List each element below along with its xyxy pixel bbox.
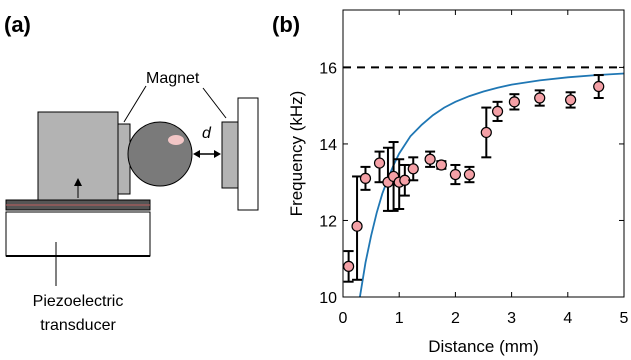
x-tick-label: 4: [563, 310, 572, 327]
distance-arrow-right-head: [214, 150, 221, 158]
fit-curve: [359, 72, 624, 297]
data-point: [534, 92, 546, 104]
data-point: [480, 126, 492, 139]
panel-a-label: (a): [4, 12, 31, 37]
data-point: [463, 168, 476, 181]
mount-arrow-head: [74, 178, 82, 186]
axes-frame: [342, 9, 625, 298]
magnetic-sphere: [127, 121, 193, 187]
data-point: [565, 94, 577, 106]
data-point: [373, 157, 386, 169]
data-point: [424, 153, 436, 165]
magnet-label: Magnet: [146, 70, 200, 87]
transducer-label-line1: Piezoelectric: [33, 293, 124, 310]
sphere-highlight: [168, 135, 184, 145]
x-tick-label: 2: [451, 310, 460, 327]
data-point: [449, 168, 461, 181]
distance-label: d: [202, 125, 212, 142]
right-support-plate: [237, 97, 259, 211]
x-tick-label: 1: [395, 310, 404, 327]
y-axis-label: Frequency (kHz): [287, 91, 306, 217]
right-magnet-block: [221, 121, 239, 189]
data-point: [407, 163, 419, 175]
data-point: [359, 172, 372, 184]
x-axis-label: Distance (mm): [428, 337, 539, 356]
x-tick-label: 5: [620, 310, 629, 327]
magnet-leader-left: [123, 85, 147, 123]
x-tick-label: 0: [339, 310, 348, 327]
y-tick-label: 16: [319, 60, 337, 77]
y-tick-label: 10: [319, 290, 337, 307]
data-point: [593, 80, 605, 93]
data-point: [435, 159, 447, 171]
y-tick-label: 12: [319, 213, 337, 230]
data-point: [351, 220, 363, 232]
magnet-leader-right: [202, 87, 227, 119]
transducer-label-line2: transducer: [40, 317, 116, 334]
panel-a: (a) d Magnet Piezoelectric transducer: [4, 12, 259, 334]
transducer-block: [5, 211, 151, 257]
y-tick-label: 14: [319, 137, 337, 154]
data-point: [491, 105, 504, 118]
x-tick-label: 3: [507, 310, 516, 327]
data-point: [343, 260, 355, 272]
panel-b-label: (b): [272, 12, 300, 37]
data-point: [508, 96, 521, 108]
distance-arrow-left-head: [193, 150, 200, 158]
